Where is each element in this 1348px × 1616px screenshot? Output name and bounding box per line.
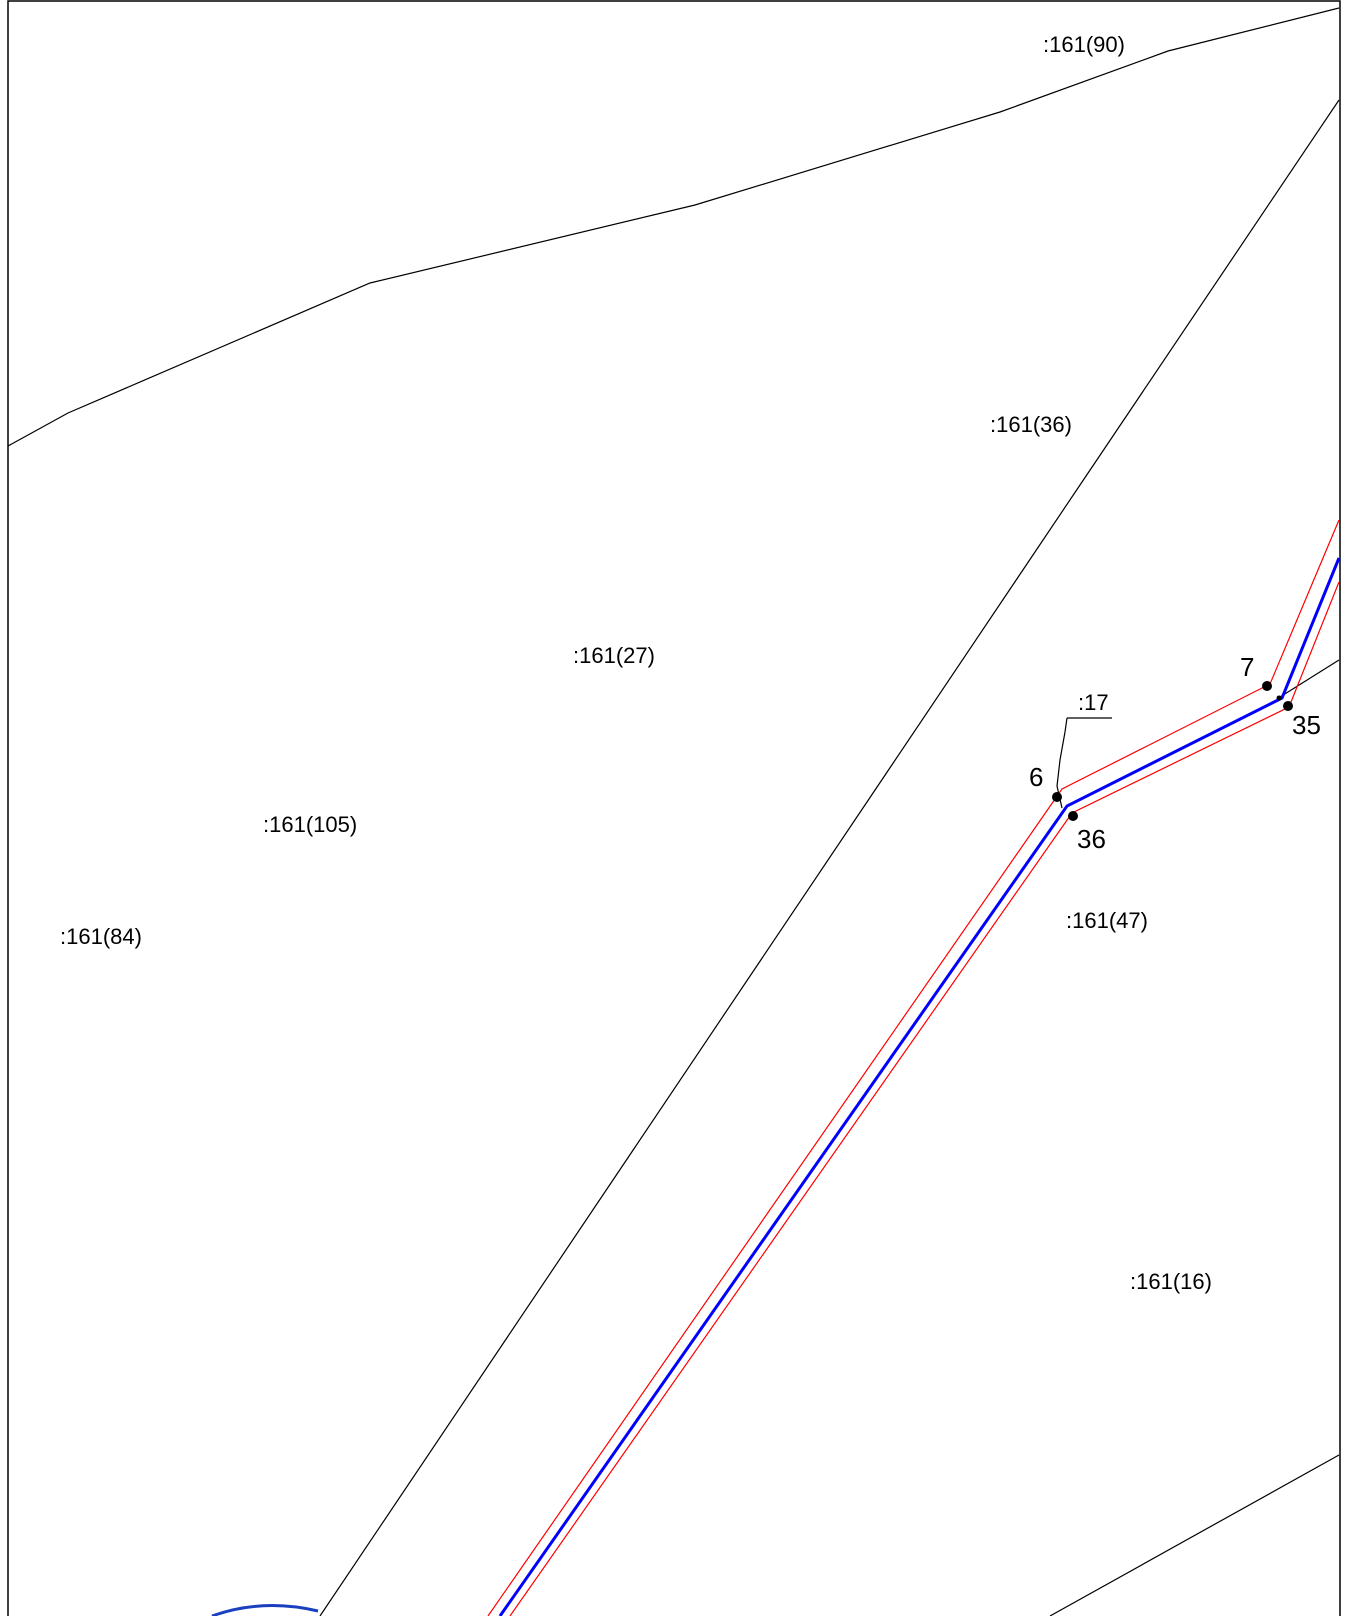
vertex-axis-small xyxy=(1276,695,1282,701)
point-label-6: 6 xyxy=(1029,762,1043,792)
parcel-label-27: :161(27) xyxy=(573,643,655,668)
parcel-boundary-diagonal xyxy=(319,99,1340,1616)
utility-arc xyxy=(211,1604,319,1616)
point-label-7: 7 xyxy=(1240,652,1254,682)
parcel-label-36: :161(36) xyxy=(990,412,1072,437)
parcel-boundary-right-stub xyxy=(1279,659,1340,698)
point-label-35: 35 xyxy=(1292,710,1321,740)
parcel-label-90: :161(90) xyxy=(1043,32,1125,57)
parcel-label-105: :161(105) xyxy=(263,812,357,837)
parcel-boundary-top xyxy=(7,7,1340,447)
parcel-boundary-bottom-right xyxy=(1049,1454,1340,1616)
vertex-36 xyxy=(1068,811,1078,821)
protection-zone-inner xyxy=(509,581,1340,1616)
vertex-35 xyxy=(1283,701,1293,711)
map-frame xyxy=(7,0,1341,1616)
protection-zone-outer xyxy=(487,519,1340,1616)
vertex-7 xyxy=(1262,681,1272,691)
utility-axis-line xyxy=(498,557,1341,1616)
parcel-label-84: :161(84) xyxy=(60,924,142,949)
parcel-label-16: :161(16) xyxy=(1130,1269,1212,1294)
point-label-36: 36 xyxy=(1077,824,1106,854)
vertex-6 xyxy=(1052,792,1062,802)
parcel-label-17: :17 xyxy=(1078,690,1109,715)
parcel-label-47: :161(47) xyxy=(1066,908,1148,933)
